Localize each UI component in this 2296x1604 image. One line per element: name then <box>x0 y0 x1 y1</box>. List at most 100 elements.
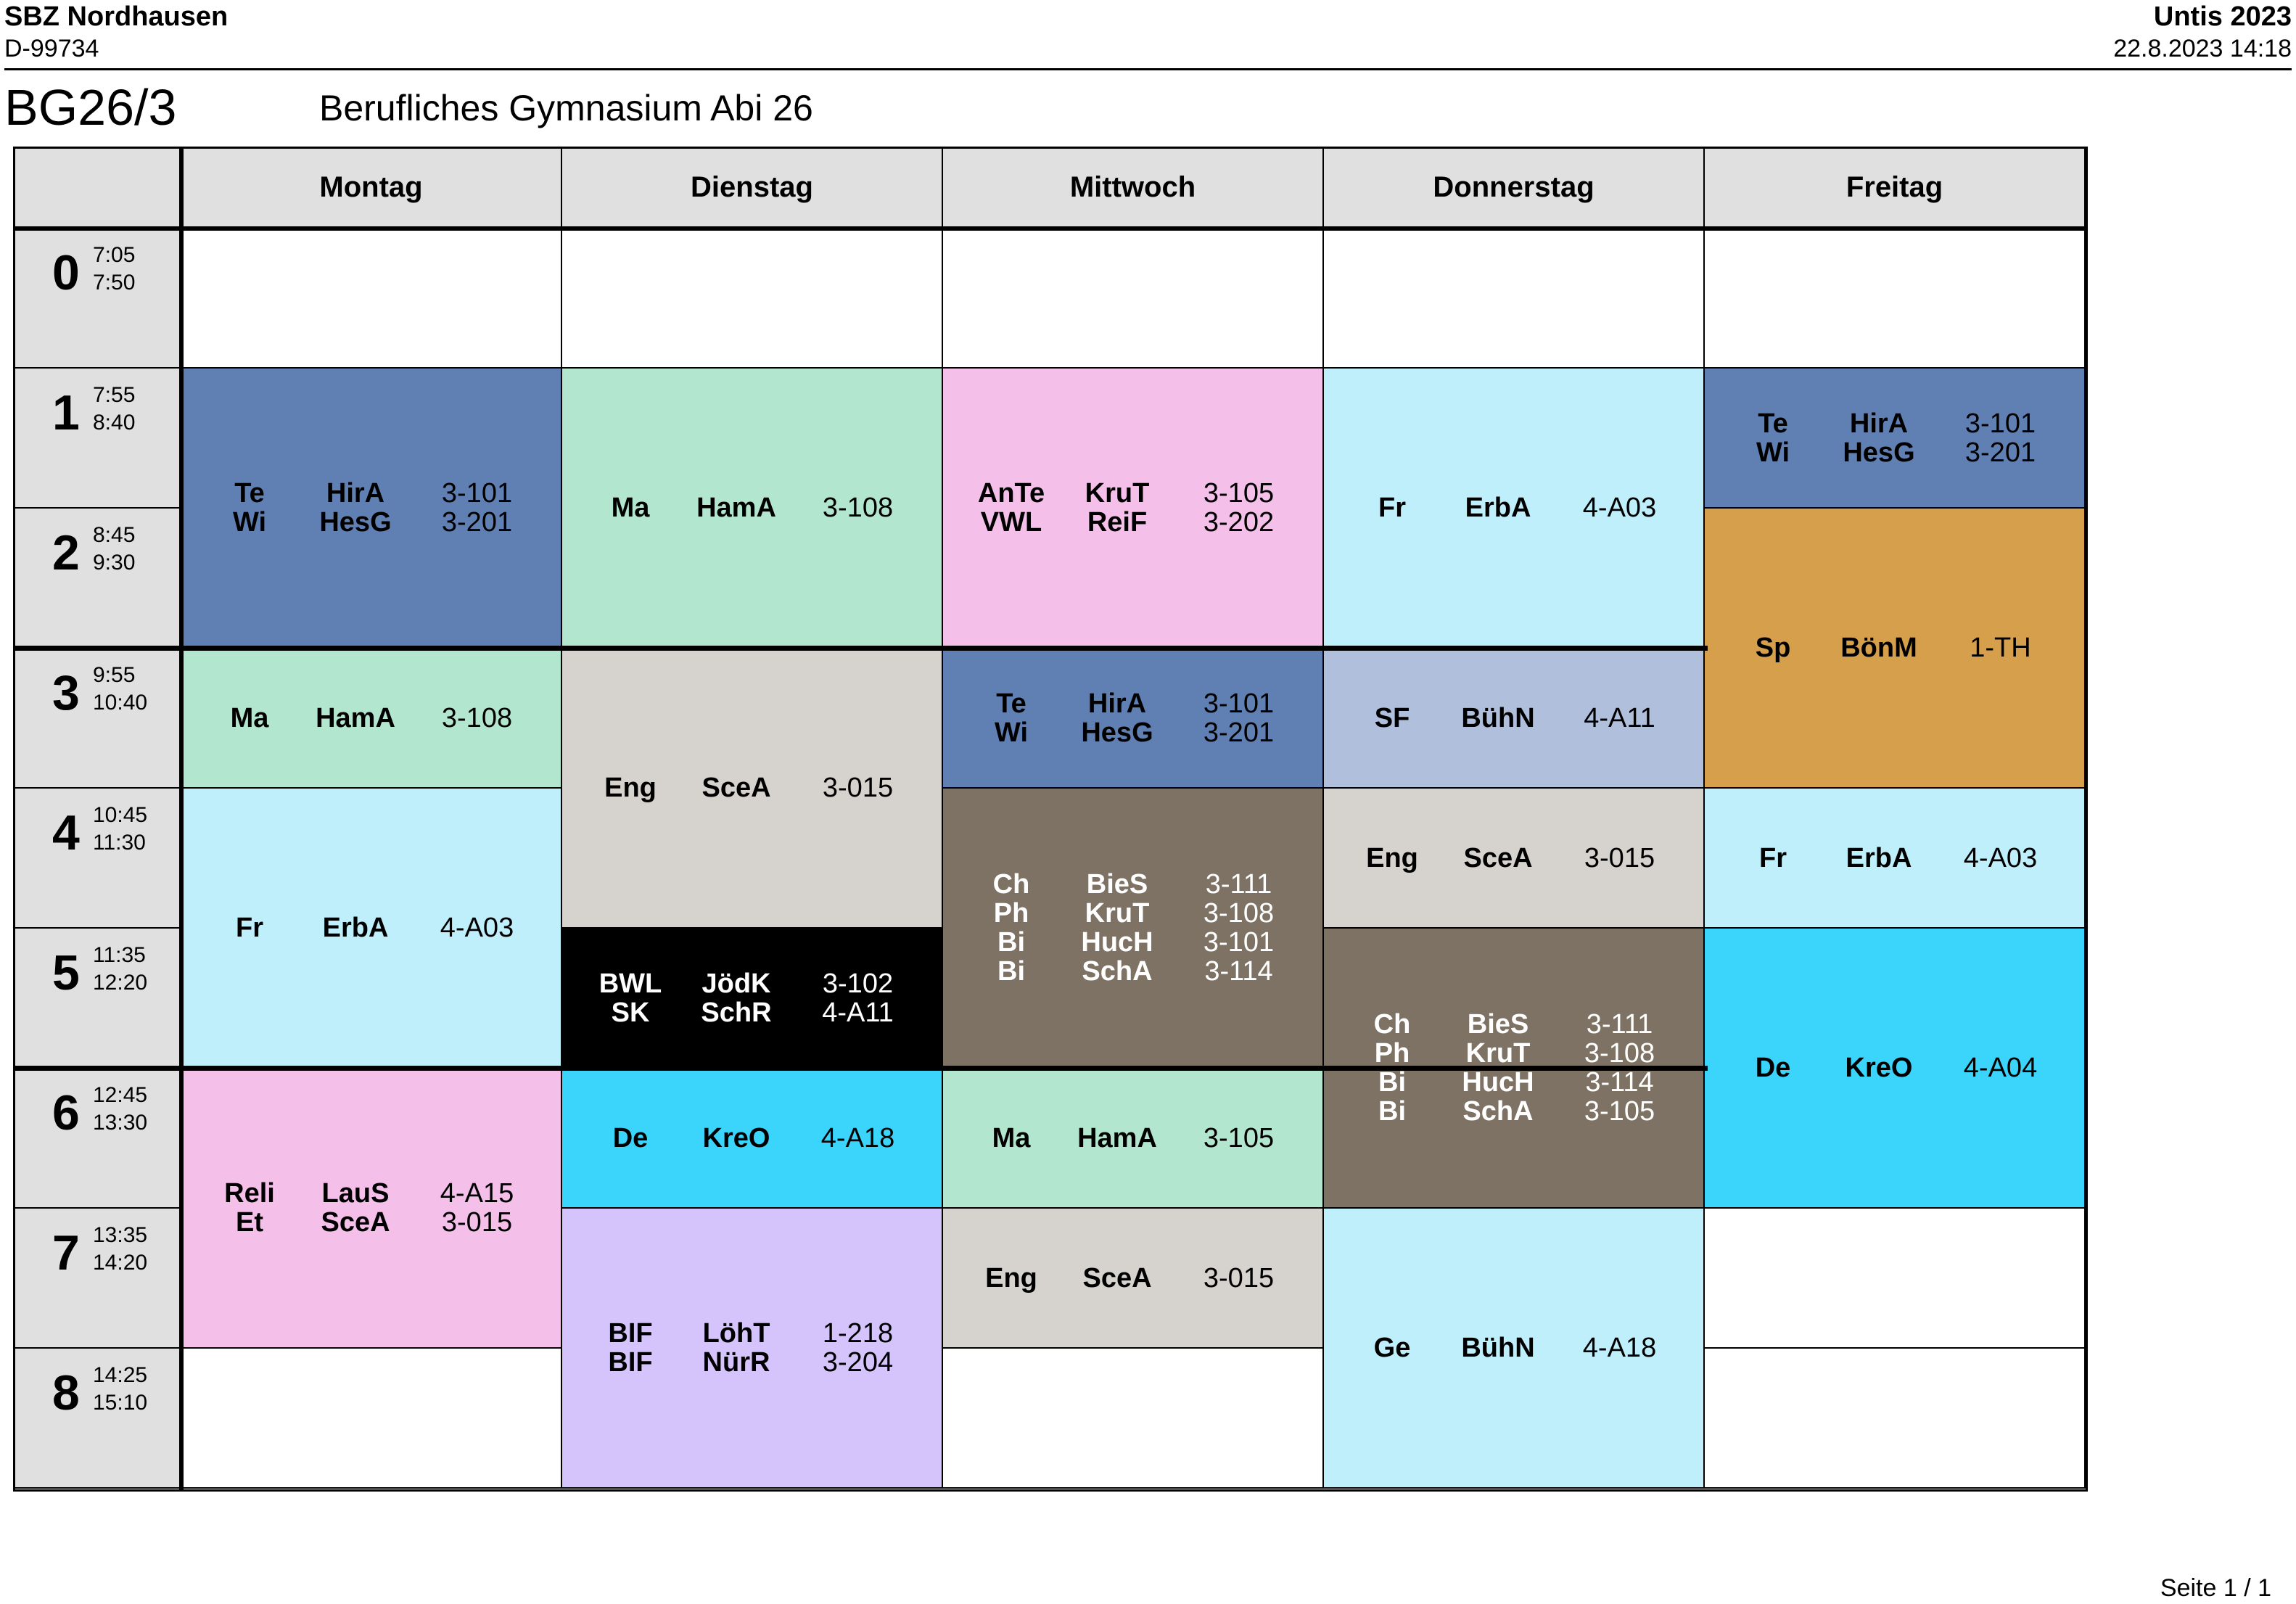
period-start: 13:35 <box>93 1223 148 1247</box>
lesson-rows: Fr ErbA 4-A03 <box>198 913 544 942</box>
period-end: 12:20 <box>93 971 148 995</box>
lesson-block[interactable]: Te HirA 3-101 Wi HesG 3-201 <box>943 649 1324 789</box>
lesson-row: BIF NürR 3-204 <box>579 1348 925 1377</box>
lesson-room: 4-A03 <box>440 913 514 943</box>
lesson-block[interactable]: Te HirA 3-101 Wi HesG 3-201 <box>181 369 562 649</box>
lesson-room: 3-201 <box>441 507 513 538</box>
lesson-block[interactable]: Eng SceA 3-015 <box>943 1209 1324 1349</box>
lesson-room: 3-108 <box>441 702 513 733</box>
period-end: 14:20 <box>93 1251 148 1275</box>
lesson-subject: Reli <box>224 1178 275 1209</box>
lesson-teacher: BönM <box>1840 633 1917 663</box>
lesson-block[interactable]: Te HirA 3-101 Wi HesG 3-201 <box>1705 369 2086 509</box>
lesson-rows: Ch BieS 3-111 Ph KruT 3-108 Bi HucH 3-114 Bi SchA 3… <box>1341 1010 1687 1126</box>
lesson-teacher: JödK <box>701 968 771 999</box>
lesson-row: Bi HucH 3-114 <box>1341 1068 1687 1097</box>
lesson-teacher: ErbA <box>322 913 389 943</box>
lesson-row: Fr ErbA 4-A03 <box>1721 844 2067 873</box>
lesson-subject: Wi <box>232 507 267 538</box>
lesson-teacher: ErbA <box>1846 842 1912 873</box>
school-code: D-99734 <box>4 35 99 62</box>
lesson-rows: Eng SceA 3-015 <box>960 1264 1306 1293</box>
lesson-teacher: SceA <box>701 773 771 803</box>
lesson-rows: Fr ErbA 4-A03 <box>1721 844 2067 873</box>
lesson-subject: VWL <box>980 507 1042 538</box>
period-start: 11:35 <box>93 943 146 967</box>
period-start: 7:05 <box>93 243 136 267</box>
lesson-row: Ph KruT 3-108 <box>960 899 1306 928</box>
lesson-block[interactable]: Ma HamA 3-108 <box>562 369 943 649</box>
lesson-rows: Ch BieS 3-111 Ph KruT 3-108 Bi HucH 3-101 Bi SchA 3… <box>960 870 1306 986</box>
lesson-subject: Eng <box>604 773 657 803</box>
period-start: 12:45 <box>93 1083 148 1107</box>
lesson-room: 3-201 <box>1964 437 2036 468</box>
lesson-row: Fr ErbA 4-A03 <box>198 913 544 942</box>
lesson-block[interactable]: BIF LöhT 1-218 BIF NürR 3-204 <box>562 1209 943 1489</box>
lesson-room: 4-A18 <box>820 1122 895 1153</box>
lesson-rows: Te HirA 3-101 Wi HesG 3-201 <box>198 479 544 537</box>
lesson-teacher: LauS <box>321 1178 390 1209</box>
lesson-block[interactable]: Ma HamA 3-108 <box>181 649 562 789</box>
lesson-block[interactable]: Ma HamA 3-105 <box>943 1069 1324 1209</box>
lesson-block[interactable]: Sp BönM 1-TH <box>1705 509 2086 789</box>
lesson-row: Ma HamA 3-108 <box>579 493 925 522</box>
empty-slot <box>181 229 562 369</box>
lesson-teacher: NürR <box>702 1347 770 1378</box>
lesson-rows: Fr ErbA 4-A03 <box>1341 493 1687 522</box>
lesson-rows: Ma HamA 3-105 <box>960 1124 1306 1153</box>
lesson-row: Sp BönM 1-TH <box>1721 633 2067 662</box>
lesson-rows: AnTe KruT 3-105 VWL ReiF 3-202 <box>960 479 1306 537</box>
lesson-room: 3-101 <box>1964 408 2036 439</box>
lesson-subject: Eng <box>985 1262 1037 1294</box>
lesson-block[interactable]: Fr ErbA 4-A03 <box>181 789 562 1069</box>
lesson-rows: BWL JödK 3-102 SK SchR 4-A11 <box>579 969 925 1027</box>
lesson-room: 1-TH <box>1970 633 2031 663</box>
lesson-row: Eng SceA 3-015 <box>1341 844 1687 873</box>
lesson-teacher: HesG <box>319 507 392 538</box>
day-header: Dienstag <box>562 147 943 229</box>
lesson-block[interactable]: SF BühN 4-A11 <box>1324 649 1705 789</box>
lesson-teacher: HucH <box>1081 927 1153 958</box>
lesson-room: 3-015 <box>441 1207 513 1238</box>
day-header: Freitag <box>1705 147 2086 229</box>
lesson-room: 3-108 <box>1584 1038 1655 1069</box>
lesson-row: Ch BieS 3-111 <box>960 870 1306 899</box>
lesson-block[interactable]: Fr ErbA 4-A03 <box>1705 789 2086 929</box>
lesson-block[interactable]: Eng SceA 3-015 <box>1324 789 1705 929</box>
empty-slot <box>562 229 943 369</box>
period-start: 10:45 <box>93 803 148 827</box>
lesson-block[interactable]: AnTe KruT 3-105 VWL ReiF 3-202 <box>943 369 1324 649</box>
lesson-room: 3-101 <box>441 478 513 509</box>
header-divider <box>4 68 2292 70</box>
lesson-block[interactable]: Reli LauS 4-A15 Et SceA 3-015 <box>181 1069 562 1349</box>
lesson-row: Te HirA 3-101 <box>960 689 1306 718</box>
lesson-block[interactable]: BWL JödK 3-102 SK SchR 4-A11 <box>562 929 943 1069</box>
lesson-room: 3-111 <box>1205 869 1272 900</box>
lesson-block[interactable]: Eng SceA 3-015 <box>562 649 943 929</box>
lesson-row: SK SchR 4-A11 <box>579 998 925 1027</box>
period-number: 4 <box>52 805 80 860</box>
lesson-block[interactable]: Fr ErbA 4-A03 <box>1324 369 1705 649</box>
lesson-block[interactable]: Ch BieS 3-111 Ph KruT 3-108 Bi HucH 3-101 Bi SchA 3… <box>943 789 1324 1069</box>
period-cell: 5 11:35 12:20 <box>13 929 181 1069</box>
period-end: 13:30 <box>93 1111 148 1135</box>
lesson-row: Ch BieS 3-111 <box>1341 1010 1687 1039</box>
lesson-room: 3-101 <box>1203 927 1275 958</box>
lesson-teacher: KruT <box>1465 1038 1531 1069</box>
period-number: 8 <box>52 1365 80 1420</box>
lesson-subject: Wi <box>994 717 1029 748</box>
lesson-teacher: HamA <box>696 493 776 523</box>
lesson-row: Ge BühN 4-A18 <box>1341 1333 1687 1362</box>
period-cell: 1 7:55 8:40 <box>13 369 181 509</box>
lesson-teacher: SchR <box>701 997 772 1028</box>
lesson-rows: De KreO 4-A04 <box>1721 1053 2067 1082</box>
lesson-teacher: LöhT <box>702 1318 770 1349</box>
lesson-block[interactable]: Ge BühN 4-A18 <box>1324 1209 1705 1489</box>
lesson-subject: Ph <box>1374 1038 1410 1069</box>
lesson-subject: Te <box>234 478 265 509</box>
lesson-block[interactable]: De KreO 4-A04 <box>1705 929 2086 1209</box>
lesson-subject: Ch <box>1373 1009 1411 1040</box>
lesson-subject: Fr <box>1378 493 1406 523</box>
lesson-block[interactable]: De KreO 4-A18 <box>562 1069 943 1209</box>
day-header: Mittwoch <box>943 147 1324 229</box>
